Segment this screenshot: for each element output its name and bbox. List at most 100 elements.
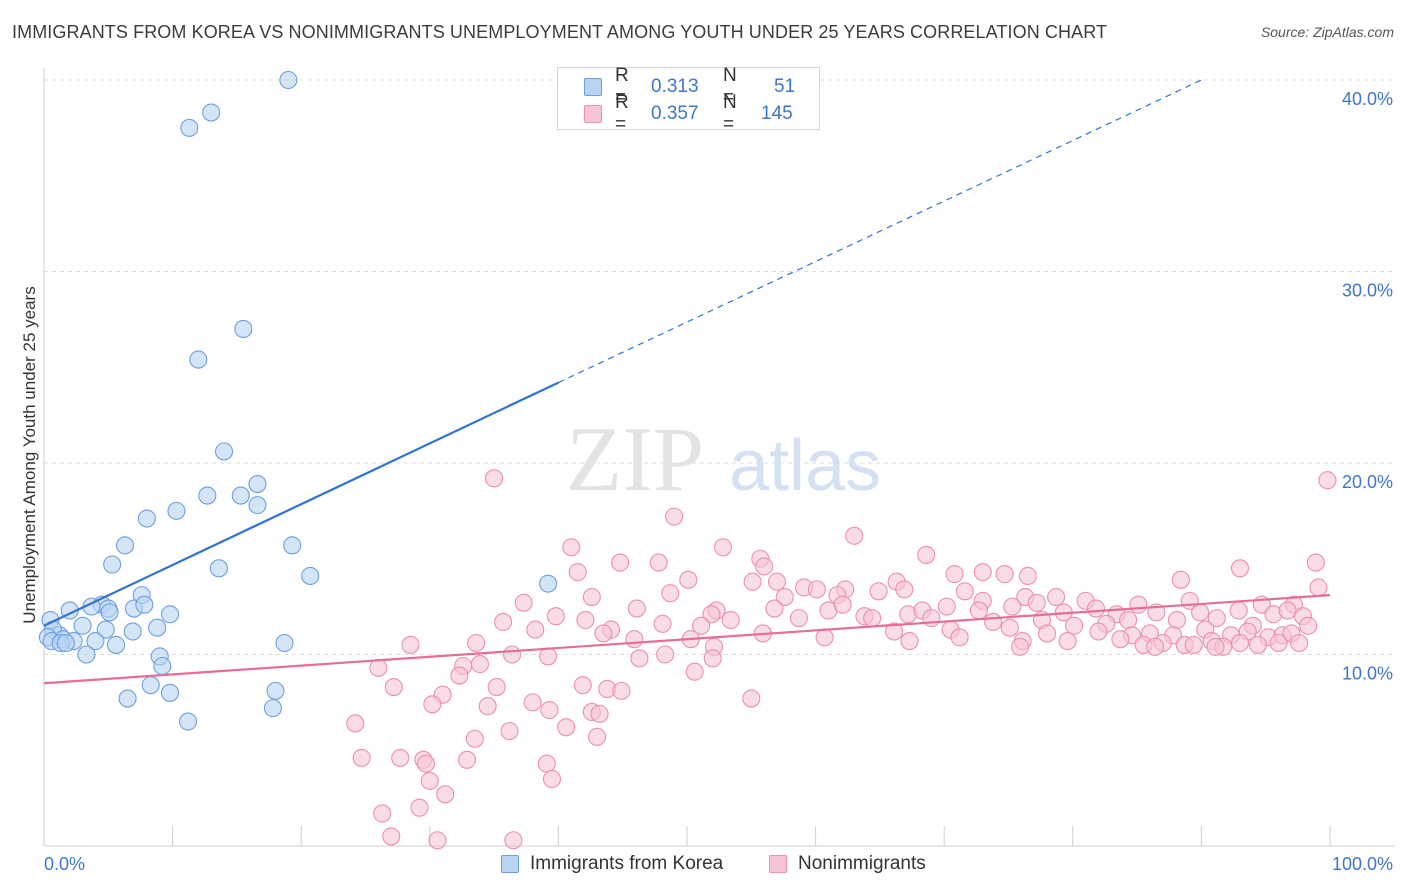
- legend-r-value: 0.313: [651, 76, 699, 97]
- nonimmigrant-point: [346, 714, 365, 733]
- legend-n-label: N =: [723, 92, 737, 135]
- nonimmigrant-point: [503, 645, 522, 664]
- nonimmigrant-point: [815, 628, 834, 647]
- nonimmigrant-point: [1318, 471, 1337, 490]
- nonimmigrant-point: [382, 827, 401, 846]
- korea-point: [56, 633, 75, 653]
- bottom-legend-label-nonimmigrants: Nonimmigrants: [798, 853, 926, 874]
- korea-point: [137, 509, 156, 528]
- korea-point: [202, 103, 221, 122]
- korea-point: [198, 486, 217, 505]
- nonimmigrant-point: [969, 601, 988, 620]
- nonimmigrant-point: [487, 678, 506, 697]
- korea-point: [115, 536, 135, 555]
- nonimmigrant-point: [1018, 566, 1037, 586]
- nonimmigrant-point: [546, 607, 565, 626]
- korea-point: [96, 620, 115, 639]
- nonimmigrant-point: [767, 572, 787, 591]
- nonimmigrant-point: [373, 804, 392, 823]
- nonimmigrant-point: [526, 620, 545, 639]
- nonimmigrant-point: [630, 649, 649, 668]
- watermark-zip: ZIP: [566, 408, 704, 510]
- nonimmigrant-point: [410, 798, 429, 817]
- nonimmigrant-point: [1000, 618, 1019, 637]
- bottom-legend-label-korea: Immigrants from Korea: [530, 853, 724, 874]
- nonimmigrant-point: [514, 593, 533, 612]
- korea-point: [100, 603, 119, 622]
- nonimmigrant-point: [721, 610, 740, 630]
- nonimmigrant-point: [984, 612, 1003, 631]
- nonimmigrant-point: [500, 722, 519, 741]
- nonimmigrant-point: [428, 831, 447, 850]
- nonimmigrant-point: [1167, 610, 1187, 630]
- nonimmigrant-point: [775, 587, 794, 607]
- axis-layer: [43, 68, 1395, 847]
- nonimmigrant-point: [1038, 624, 1057, 643]
- nonimmigrant-point: [900, 632, 919, 651]
- nonimmigrant-point: [465, 729, 484, 748]
- nonimmigrant-point: [1058, 632, 1077, 651]
- nonimmigrant-point: [937, 597, 956, 616]
- korea-point: [160, 605, 180, 624]
- nonimmigrant-point: [1229, 601, 1248, 620]
- nonimmigrant-point: [917, 545, 936, 564]
- nonimmigrant-point: [703, 649, 722, 668]
- nonimmigrant-point: [755, 557, 774, 576]
- nonimmigrant-point: [594, 624, 613, 643]
- nonimmigrant-point: [685, 662, 704, 681]
- nonimmigrant-point: [1027, 593, 1046, 612]
- korea-point: [180, 118, 199, 137]
- bottom-legend-swatch-korea: [501, 855, 519, 873]
- nonimmigrant-point: [1146, 637, 1165, 656]
- nonimmigrant-point: [582, 587, 601, 607]
- korea-point: [153, 656, 172, 676]
- nonimmigrant-point: [895, 580, 914, 599]
- nonimmigrant-point: [494, 612, 513, 631]
- korea-point: [73, 616, 92, 635]
- nonimmigrant-point: [653, 614, 672, 633]
- nonimmigrant-point: [1003, 597, 1022, 616]
- nonimmigrant-point: [950, 628, 969, 647]
- nonimmigrant-point: [542, 769, 562, 789]
- korea-trend-line: [43, 381, 559, 627]
- korea-point: [231, 486, 250, 505]
- legend-r-value: 0.357: [651, 103, 699, 124]
- nonimmigrant-point: [540, 700, 559, 720]
- y-tick-label: 20.0%: [1342, 472, 1393, 492]
- nonimmigrant-point: [436, 785, 455, 804]
- korea-point: [178, 712, 198, 731]
- nonimmigrant-point: [863, 609, 882, 628]
- nonimmigrant-point: [765, 599, 784, 618]
- tick-label-layer: 10.0% 20.0% 30.0% 40.0% 0.0% 100.0%: [44, 89, 1393, 874]
- korea-trend-extension: [558, 79, 1202, 384]
- korea-point: [189, 350, 208, 369]
- nonimmigrant-point: [450, 666, 469, 685]
- nonimmigrant-point: [590, 704, 609, 723]
- bottom-legend-nonimmigrants: Nonimmigrants: [769, 851, 926, 877]
- korea-point: [283, 536, 302, 555]
- y-tick-label: 30.0%: [1342, 281, 1393, 301]
- nonimmigrant-point: [1119, 610, 1138, 630]
- nonimmigrant-point: [611, 553, 630, 572]
- nonimmigrant-trend-line: [43, 594, 1331, 685]
- korea-point: [266, 681, 285, 700]
- nonimmigrant-point: [1206, 637, 1225, 656]
- nonimmigrant-point: [869, 582, 888, 601]
- nonimmigrant-point: [1129, 595, 1148, 614]
- nonimmigrant-point: [423, 695, 442, 714]
- nonimmigrant-point: [955, 582, 974, 601]
- nonimmigrant-point: [458, 750, 477, 769]
- korea-point: [301, 566, 320, 586]
- korea-point: [148, 618, 167, 637]
- legend-swatch-korea: [584, 78, 602, 96]
- nonimmigrant-point: [1111, 630, 1130, 649]
- nonimmigrant-point: [539, 647, 558, 666]
- y-tick-label: 40.0%: [1342, 89, 1393, 109]
- legend-r-label: R =: [615, 65, 629, 108]
- korea-point: [248, 475, 267, 494]
- nonimmigrant-point: [833, 595, 852, 614]
- nonimmigrant-point: [807, 580, 826, 599]
- nonimmigrant-point: [1230, 633, 1250, 653]
- correlation-legend: R = 0.313 N = 51 R = 0.357 N = 145: [557, 65, 820, 135]
- nonimmigrant-point: [1047, 587, 1066, 607]
